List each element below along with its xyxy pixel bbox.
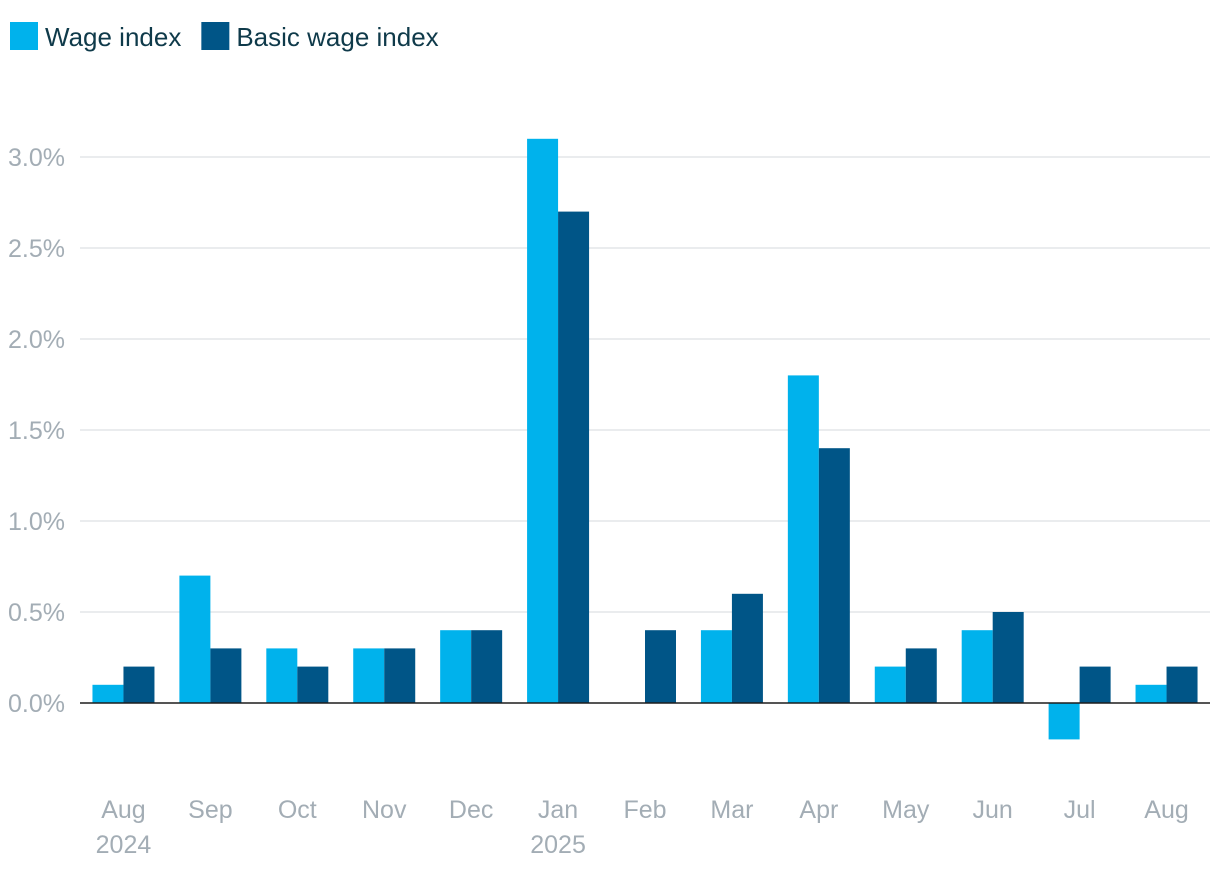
bar-wage-index (787, 375, 819, 703)
y-tick-label: 0.0% (8, 690, 65, 718)
bar-basic-wage-index (123, 666, 155, 703)
x-tick-label: Jan (538, 796, 578, 824)
bar-wage-index (527, 138, 559, 704)
x-tick-label: Sep (188, 796, 232, 824)
bar-wage-index (1135, 684, 1167, 703)
legend-swatch (201, 22, 230, 50)
x-tick-label: Apr (799, 796, 838, 824)
bar-wage-index (353, 648, 385, 703)
bar-wage-index (700, 630, 732, 703)
x-tick-label: Oct (278, 796, 317, 824)
legend-swatch (10, 22, 38, 50)
x-tick-label: Jul (1064, 796, 1096, 824)
y-tick-label: 0.5% (8, 599, 65, 627)
y-tick-label: 3.0% (8, 144, 65, 172)
bar-basic-wage-index (731, 593, 763, 703)
legend-label: Wage index (45, 22, 181, 52)
x-tick-label: Feb (623, 796, 666, 824)
bar-basic-wage-index (905, 648, 937, 703)
x-tick-label: May (882, 796, 930, 824)
bar-basic-wage-index (992, 612, 1024, 703)
x-tick-label: 2025 (530, 831, 586, 859)
y-axis-tick-labels: 0.0% 0.5% 1.0% 1.5% 2.0% 2.5% 3.0% (8, 144, 65, 718)
gridlines (80, 156, 1210, 613)
bar-basic-wage-index (384, 648, 416, 703)
bar-wage-index (92, 684, 124, 703)
x-tick-label: Mar (710, 796, 753, 824)
bar-basic-wage-index (818, 448, 850, 703)
legend: Wage index Basic wage index (10, 22, 439, 52)
x-tick-label: Jun (973, 796, 1013, 824)
y-tick-label: 2.5% (8, 235, 65, 263)
bar-basic-wage-index (297, 666, 329, 703)
bar-basic-wage-index (471, 630, 503, 703)
bar-basic-wage-index (558, 211, 590, 703)
bars (92, 138, 1198, 740)
bar-wage-index (266, 648, 298, 703)
y-tick-label: 1.0% (8, 508, 65, 536)
x-tick-label: 2024 (96, 831, 152, 859)
bar-wage-index (179, 575, 211, 703)
bar-wage-index (440, 630, 472, 703)
x-tick-label: Aug (1144, 796, 1188, 824)
y-tick-label: 2.0% (8, 326, 65, 354)
x-tick-label: Aug (101, 796, 145, 824)
x-tick-label: Dec (449, 796, 493, 824)
x-axis-tick-labels: Aug 2024 Sep Oct Nov Dec Jan 2025 Feb Mar Apr May Ju… (96, 796, 1189, 859)
bar-wage-index (874, 666, 906, 703)
bar-basic-wage-index (1079, 666, 1111, 703)
legend-label: Basic wage index (236, 22, 438, 52)
y-tick-label: 1.5% (8, 417, 65, 445)
bar-basic-wage-index (1166, 666, 1198, 703)
x-tick-label: Nov (362, 796, 407, 824)
bar-basic-wage-index (210, 648, 242, 703)
bar-wage-index (1048, 703, 1080, 740)
bar-wage-index (961, 630, 993, 703)
bar-basic-wage-index (645, 630, 676, 703)
